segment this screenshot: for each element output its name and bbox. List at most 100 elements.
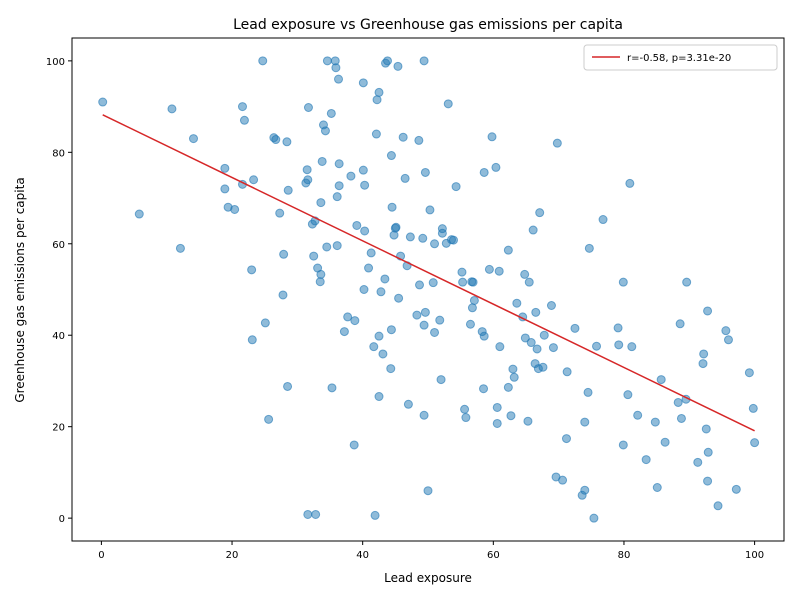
- scatter-point: [374, 392, 384, 402]
- scatter-point: [592, 341, 602, 351]
- scatter-point: [520, 333, 530, 343]
- scatter-point: [331, 63, 341, 73]
- x-tick-label: 60: [487, 550, 500, 561]
- scatter-point: [698, 359, 708, 369]
- scatter-point: [495, 342, 505, 352]
- scatter-point: [526, 338, 536, 348]
- plot-area: [98, 56, 760, 523]
- scatter-point: [359, 285, 369, 294]
- scatter-point: [721, 326, 731, 336]
- scatter-point: [723, 335, 733, 345]
- y-tick-label: 60: [52, 240, 65, 251]
- scatter-point: [247, 335, 257, 345]
- scatter-point: [614, 340, 624, 350]
- scatter-point: [750, 438, 760, 448]
- scatter-point: [492, 402, 502, 412]
- scatter-point: [491, 162, 501, 172]
- scatter-point: [423, 486, 433, 496]
- scatter-point: [420, 167, 430, 177]
- fit-line: [102, 114, 755, 432]
- scatter-point: [327, 383, 337, 393]
- scatter-point: [538, 362, 548, 372]
- scatter-point: [378, 349, 388, 359]
- chart-title: Lead exposure vs Greenhouse gas emission…: [233, 17, 623, 33]
- x-tick-label: 0: [98, 550, 104, 561]
- scatter-point: [386, 364, 396, 374]
- scatter-point: [279, 249, 289, 259]
- y-tick-label: 0: [59, 514, 65, 525]
- scatter-point: [419, 56, 429, 66]
- scatter-point: [461, 413, 471, 423]
- scatter-point: [435, 315, 445, 325]
- scatter-point: [400, 173, 410, 183]
- scatter-point: [188, 134, 198, 144]
- scatter-point: [468, 277, 478, 287]
- scatter-point: [479, 384, 489, 394]
- scatter-point: [393, 61, 403, 71]
- scatter-point: [374, 87, 384, 97]
- scatter-point: [334, 159, 344, 169]
- scatter-point: [524, 277, 534, 287]
- scatter-point: [134, 209, 144, 219]
- scatter-point: [748, 403, 758, 413]
- scatter-point: [358, 78, 368, 88]
- scatter-point: [383, 56, 393, 66]
- scatter-point: [676, 413, 686, 423]
- x-axis-label: Lead exposure: [384, 571, 472, 585]
- scatter-point: [503, 245, 513, 255]
- scatter-point: [376, 287, 386, 297]
- scatter-point: [303, 509, 313, 519]
- scatter-point: [167, 104, 177, 114]
- scatter-point: [633, 410, 643, 420]
- scatter-point: [283, 381, 293, 391]
- scatter-point: [580, 417, 590, 427]
- scatter-point: [372, 95, 382, 105]
- legend-box: [583, 44, 778, 71]
- scatter-point: [552, 138, 562, 148]
- scatter-point: [627, 342, 637, 352]
- scatter-point: [744, 368, 754, 378]
- scatter-point: [414, 135, 424, 145]
- scatter-point: [394, 293, 404, 303]
- scatter-point: [360, 180, 370, 190]
- scatter-point: [503, 382, 513, 392]
- scatter-point: [311, 509, 321, 519]
- scatter-point: [487, 132, 497, 142]
- scatter-point: [703, 476, 713, 486]
- scatter-point: [175, 243, 185, 253]
- scatter-point: [332, 192, 342, 202]
- scatter-point: [391, 222, 401, 232]
- scatter-point: [693, 457, 703, 467]
- legend-label: r=-0.58, p=3.31e-20: [627, 53, 731, 64]
- x-axis-ticks: 0 20 40 60 80 100: [98, 541, 764, 561]
- scatter-point: [278, 290, 288, 300]
- y-tick-label: 100: [46, 57, 65, 68]
- scatter-point: [703, 306, 713, 316]
- scatter-point: [412, 310, 422, 320]
- y-tick-label: 80: [52, 148, 65, 159]
- scatter-point: [315, 277, 325, 287]
- legend: r=-0.58, p=3.31e-20: [583, 44, 778, 71]
- scatter-point: [271, 135, 281, 145]
- scatter-point: [713, 501, 723, 511]
- data-points: [98, 56, 760, 523]
- scatter-point: [532, 344, 542, 354]
- scatter-point: [419, 320, 429, 330]
- scatter-point: [656, 375, 666, 385]
- scatter-point: [625, 178, 635, 188]
- scatter-point: [258, 56, 268, 66]
- scatter-point: [430, 239, 440, 249]
- scatter-point: [675, 319, 685, 329]
- scatter-point: [398, 132, 408, 142]
- fit-line-layer: [102, 114, 755, 432]
- scatter-point: [316, 198, 326, 208]
- scatter-point: [457, 267, 467, 277]
- scatter-point: [415, 280, 425, 290]
- scatter-point: [386, 325, 396, 335]
- x-tick-label: 80: [618, 550, 631, 561]
- scatter-point: [512, 298, 522, 308]
- scatter-point: [436, 375, 446, 385]
- scatter-point: [570, 323, 580, 333]
- scatter-point: [349, 440, 359, 450]
- scatter-point: [403, 399, 413, 409]
